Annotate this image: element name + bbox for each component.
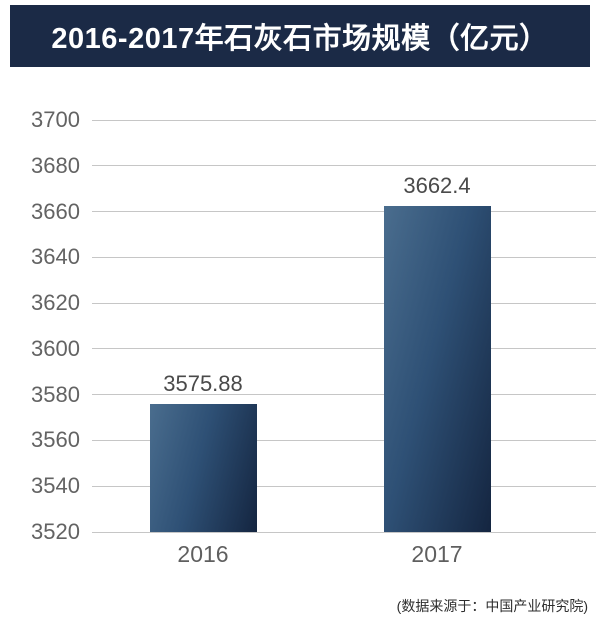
y-tick-label: 3700 — [31, 107, 80, 132]
y-tick-label: 3540 — [31, 473, 80, 499]
gridline — [92, 119, 596, 121]
chart-title: 2016-2017年石灰石市场规模（亿元） — [51, 23, 549, 55]
y-tick-label: 3520 — [31, 519, 80, 544]
bar-2016 — [149, 404, 257, 532]
x-axis-label: 2017 — [411, 541, 463, 567]
gridline — [92, 439, 596, 441]
x-axis-label: 2016 — [177, 541, 229, 567]
bar-value-label: 3575.88 — [163, 371, 243, 397]
y-tick-label: 3620 — [31, 290, 80, 316]
gridline — [92, 485, 596, 487]
gridline — [92, 348, 596, 350]
gridline — [92, 256, 596, 258]
bar-2017 — [383, 206, 491, 532]
y-tick-label: 3580 — [31, 381, 80, 407]
y-tick-label: 3640 — [31, 244, 80, 270]
y-tick-label: 3600 — [31, 335, 80, 361]
source-note: (数据来源于：中国产业研究院) — [396, 598, 588, 614]
gridline — [92, 211, 596, 213]
y-tick-label: 3680 — [31, 152, 80, 178]
y-tick-label: 3660 — [31, 198, 80, 224]
y-tick-label: 3560 — [31, 427, 80, 453]
gridline — [92, 531, 596, 533]
chart-title-banner: 2016-2017年石灰石市场规模（亿元） — [10, 5, 590, 67]
gridline — [92, 394, 596, 396]
gridline — [92, 302, 596, 304]
gridline — [92, 165, 596, 167]
bar-value-label: 3662.4 — [403, 173, 471, 199]
